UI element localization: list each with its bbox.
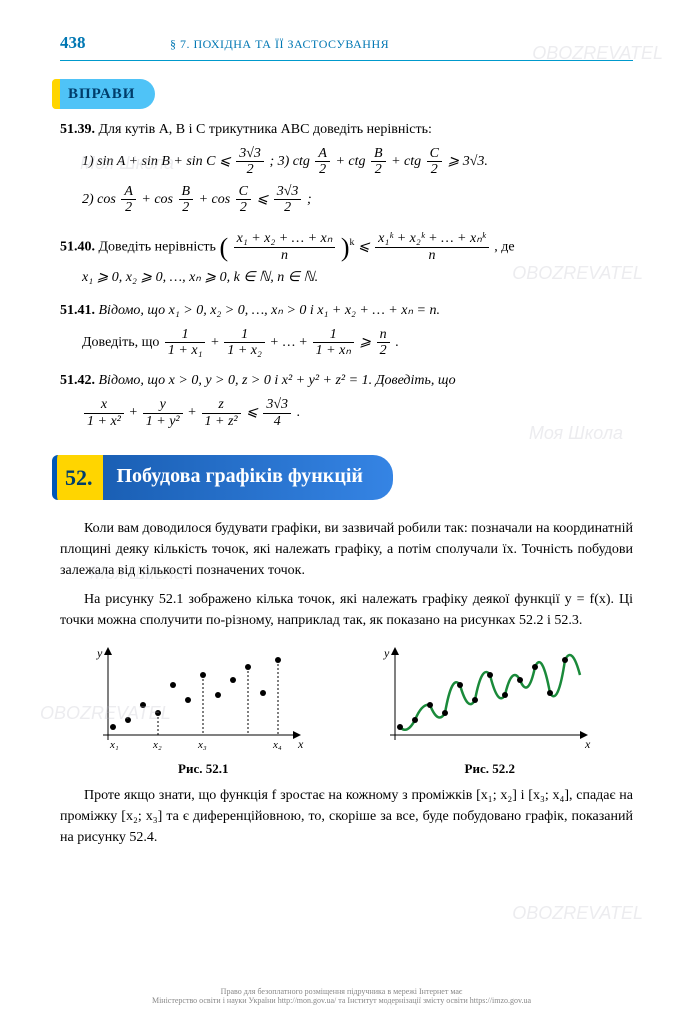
formula-text: ⩽ xyxy=(246,405,261,420)
formula-text: , де xyxy=(494,239,514,254)
fraction: x₁ᵏ + x₂ᵏ + … + xₙᵏn xyxy=(375,231,489,263)
svg-text:y: y xyxy=(383,646,390,660)
fraction: n2 xyxy=(377,327,390,359)
exercise-number: 51.39. xyxy=(60,122,95,137)
fraction: 3√34 xyxy=(263,397,291,429)
page-footer: Право для безоплатного розміщення підруч… xyxy=(0,987,683,1006)
fraction: x₁ + x₂ + … + xₙn xyxy=(234,231,336,263)
page-header: 438 § 7. ПОХІДНА ТА ЇЇ ЗАСТОСУВАННЯ xyxy=(60,30,633,56)
fraction: 11 + xₙ xyxy=(313,327,354,359)
svg-text:y: y xyxy=(96,646,103,660)
paren-icon: ) xyxy=(341,233,350,262)
svg-text:x: x xyxy=(297,737,304,751)
exercise-text: Доведіть нерівність xyxy=(99,239,220,254)
formula-text: + cos xyxy=(141,192,176,207)
formula-text: Доведіть, що xyxy=(82,335,163,350)
fraction: C2 xyxy=(427,146,442,178)
exercise-51-39: 51.39. Для кутів A, B і C трикутника ABC… xyxy=(60,119,633,216)
formula-text: ⩽ xyxy=(257,192,272,207)
scatter-chart-icon: y x x₁ x₂ x₃ x₄ xyxy=(93,645,313,755)
formula-text: ⩾ 3√3. xyxy=(447,154,487,169)
fraction: A2 xyxy=(315,146,330,178)
fraction: 11 + x₁ xyxy=(165,327,206,359)
exponent: k xyxy=(350,237,355,248)
fraction: 3√3 2 xyxy=(236,146,264,178)
figure-52-2: y x Рис. 52.2 xyxy=(370,645,610,779)
figure-row: y x x₁ x₂ x₃ x₄ Рис. 52.1 xyxy=(60,645,633,779)
figure-caption: Рис. 52.2 xyxy=(370,759,610,779)
watermark: OBOZREVATEL xyxy=(512,900,643,927)
formula-text: ; xyxy=(307,192,312,207)
formula-text: ⩾ xyxy=(359,335,374,350)
fraction: C2 xyxy=(236,184,251,216)
exercise-number: 51.42. xyxy=(60,373,95,388)
fraction: B2 xyxy=(179,184,194,216)
paren-icon: ( xyxy=(219,233,228,262)
footer-line: Міністерство освіти і науки України http… xyxy=(0,996,683,1006)
fraction: z1 + z² xyxy=(202,397,241,429)
exercise-text: Для кутів A, B і C трикутника ABC доведі… xyxy=(99,122,432,137)
fraction: B2 xyxy=(371,146,386,178)
formula-text: + ctg xyxy=(391,154,425,169)
fraction: y1 + y² xyxy=(143,397,183,429)
svg-text:x₂: x₂ xyxy=(152,739,162,751)
figure-52-1: y x x₁ x₂ x₃ x₄ Рис. 52.1 xyxy=(83,645,323,779)
paragraph: Коли вам доводилося будувати графіки, ви… xyxy=(60,518,633,581)
paragraph: Проте якщо знати, що функція f зростає н… xyxy=(60,785,633,848)
header-rule xyxy=(60,60,633,61)
svg-text:x: x xyxy=(584,737,591,751)
exercise-text: Відомо, що x > 0, y > 0, z > 0 і x² + y²… xyxy=(99,373,456,388)
curve-chart-icon: y x xyxy=(380,645,600,755)
formula-text: ⩽ xyxy=(358,239,373,254)
exercise-51-42: 51.42. Відомо, що x > 0, y > 0, z > 0 і … xyxy=(60,370,633,429)
fraction: x1 + x² xyxy=(84,397,124,429)
fraction: 3√32 xyxy=(274,184,302,216)
section-title: Побудова графіків функцій xyxy=(103,455,393,500)
paragraph: На рисунку 52.1 зображено кілька точок, … xyxy=(60,589,633,631)
formula-text: . xyxy=(297,405,301,420)
exercise-number: 51.40. xyxy=(60,239,95,254)
formula-text: + cos xyxy=(199,192,234,207)
figure-caption: Рис. 52.1 xyxy=(83,759,323,779)
fraction: 11 + x₂ xyxy=(224,327,265,359)
svg-text:x₄: x₄ xyxy=(272,739,282,751)
svg-text:x₃: x₃ xyxy=(197,739,207,751)
svg-text:x₁: x₁ xyxy=(109,739,119,751)
formula-text: ; 3) ctg xyxy=(269,154,313,169)
formula-text: . xyxy=(395,335,399,350)
formula-text: + ctg xyxy=(335,154,369,169)
exercise-51-41: 51.41. Відомо, що x₁ > 0, x₂ > 0, …, xₙ … xyxy=(60,300,633,359)
section-header: § 7. ПОХІДНА ТА ЇЇ ЗАСТОСУВАННЯ xyxy=(170,35,389,53)
section-banner: 52. Побудова графіків функцій xyxy=(52,455,633,500)
exercises-label: ВПРАВИ xyxy=(68,86,135,102)
section-number: 52. xyxy=(52,455,103,500)
exercise-number: 51.41. xyxy=(60,303,95,318)
footer-line: Право для безоплатного розміщення підруч… xyxy=(0,987,683,997)
exercise-text: Відомо, що x₁ > 0, x₂ > 0, …, xₙ > 0 і x… xyxy=(99,303,441,318)
formula-line: x₁ ⩾ 0, x₂ ⩾ 0, …, xₙ ⩾ 0, k ∈ ℕ, n ∈ ℕ. xyxy=(82,267,633,288)
formula-text: 1) sin A + sin B + sin C ⩽ xyxy=(82,154,234,169)
formula-text: 2) cos xyxy=(82,192,119,207)
page-number: 438 xyxy=(60,30,170,56)
exercise-51-40: 51.40. Доведіть нерівність ( x₁ + x₂ + …… xyxy=(60,228,633,288)
formula-text: + … + xyxy=(270,335,310,350)
fraction: A2 xyxy=(121,184,136,216)
exercises-tab: ВПРАВИ xyxy=(52,79,155,110)
